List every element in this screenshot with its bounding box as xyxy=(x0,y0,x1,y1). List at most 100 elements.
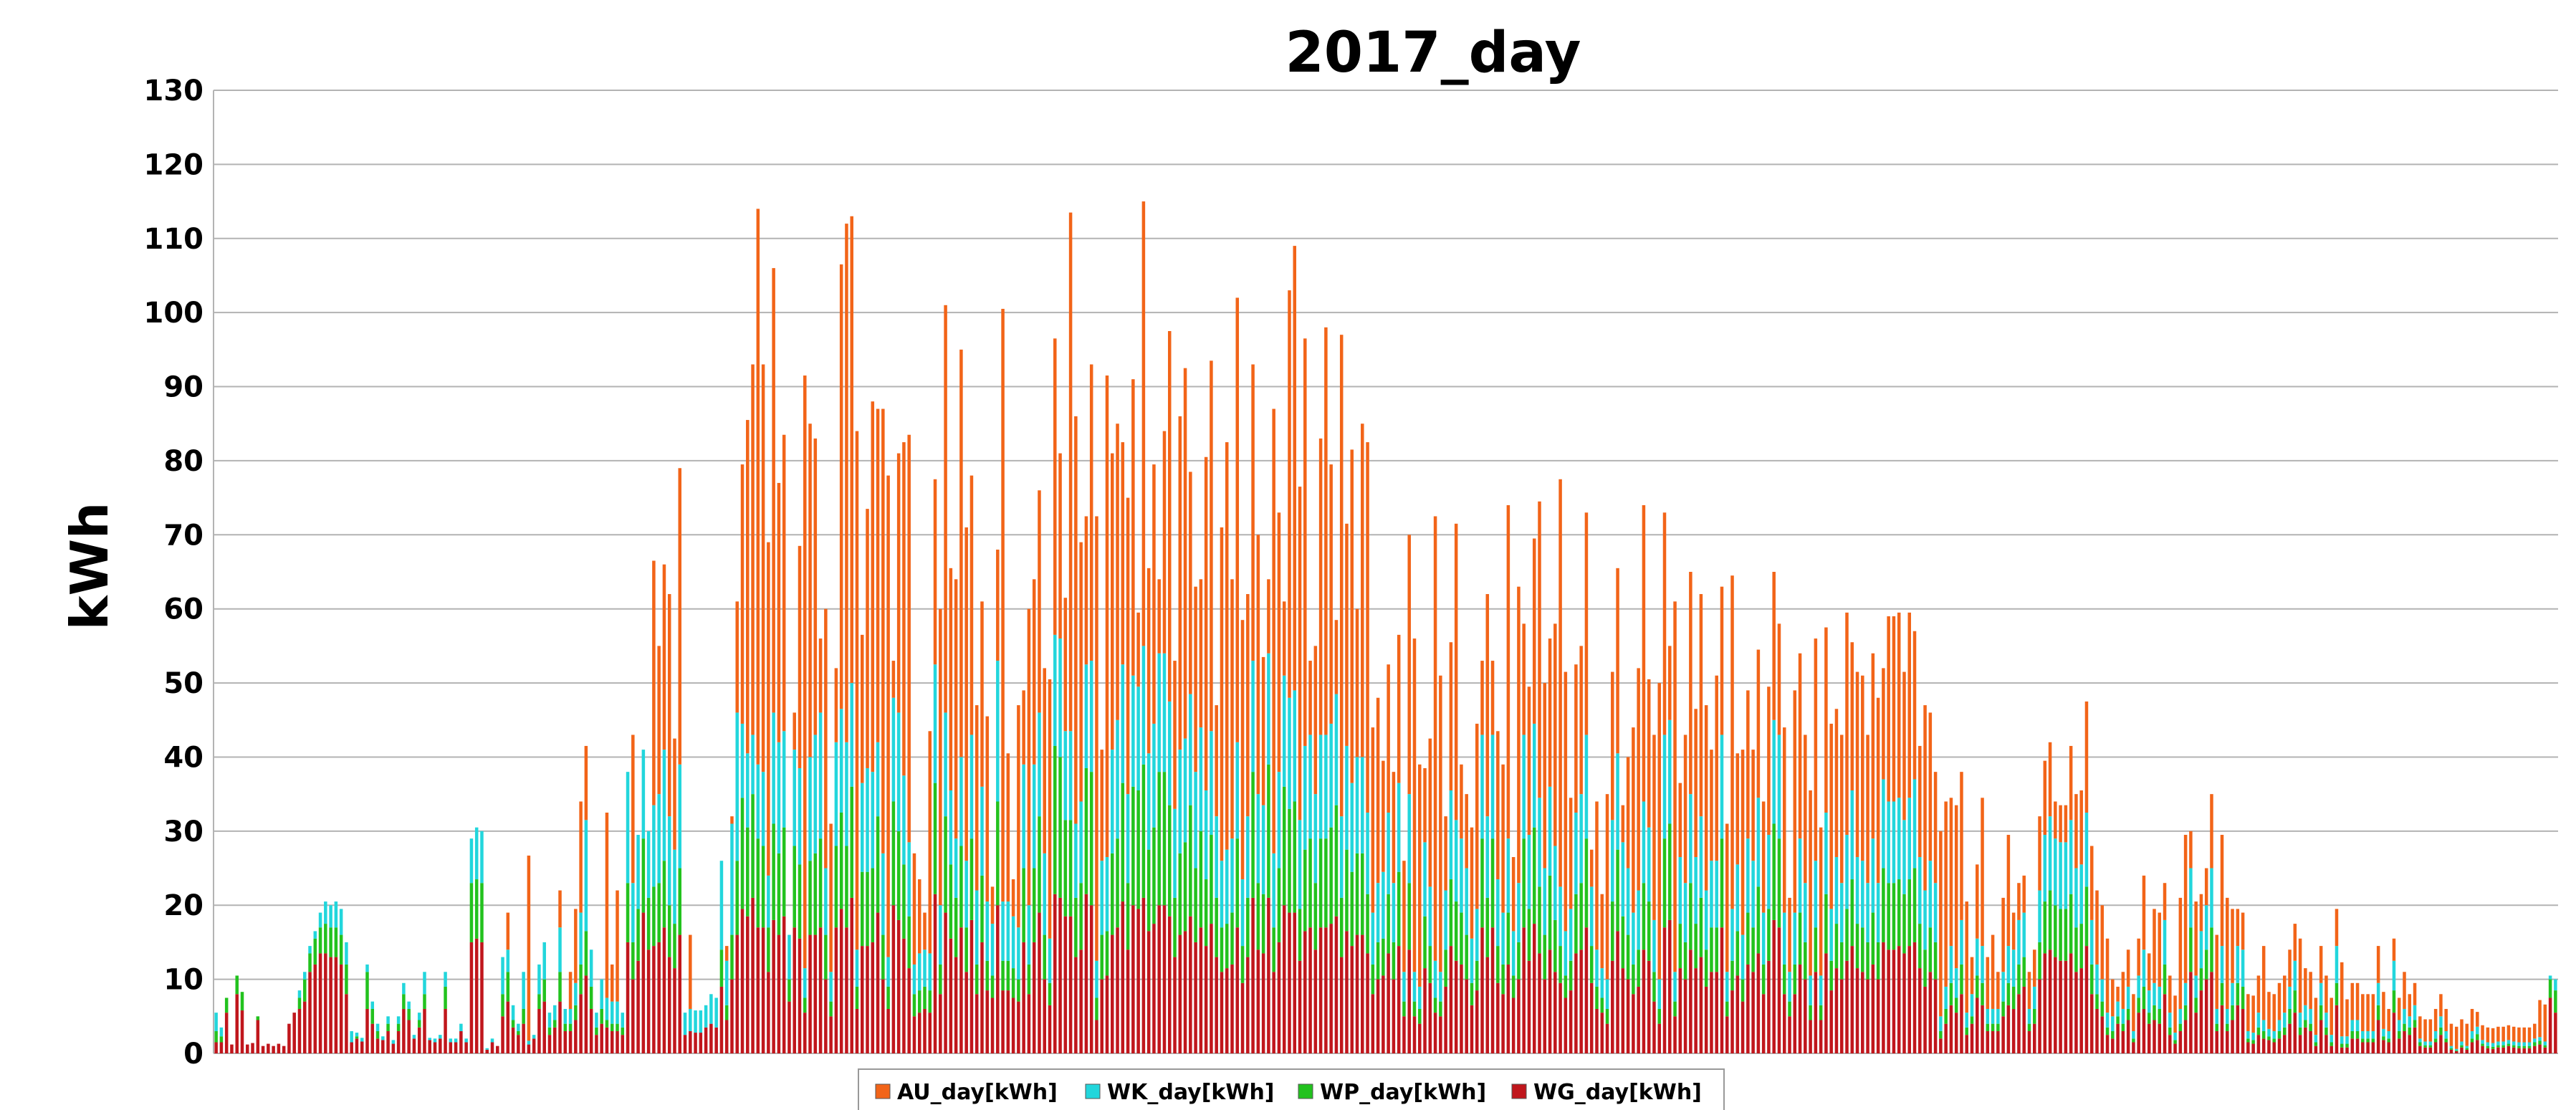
bar-wg-213 xyxy=(1318,927,1323,1053)
bar-wk-415 xyxy=(2371,1030,2375,1039)
chart-title: 2017_day xyxy=(1285,21,1581,85)
bar-wp-288 xyxy=(1710,927,1713,972)
bar-au-199 xyxy=(1246,594,1250,817)
bar-wk-48 xyxy=(459,1023,463,1031)
bar-au-141 xyxy=(944,305,947,713)
bar-wg-273 xyxy=(1632,994,1635,1053)
bar-wg-405 xyxy=(2319,1020,2323,1053)
bar-wk-157 xyxy=(1027,905,1031,965)
bar-au-328 xyxy=(1918,745,1922,858)
bar-au-410 xyxy=(2345,999,2349,1037)
bar-wp-129 xyxy=(881,934,885,980)
bar-wk-326 xyxy=(1907,798,1911,880)
bar-wg-155 xyxy=(1017,1001,1020,1053)
bar-wp-276 xyxy=(1647,901,1651,961)
bar-wp-409 xyxy=(2340,1043,2344,1048)
bar-wp-334 xyxy=(1949,982,1953,1005)
bar-wg-192 xyxy=(1210,924,1213,1053)
bar-wp-299 xyxy=(1767,909,1771,961)
bar-au-387 xyxy=(2226,897,2229,1009)
bar-wk-176 xyxy=(1126,794,1130,884)
bar-wk-217 xyxy=(1339,816,1344,898)
bar-wg-301 xyxy=(1777,927,1781,1053)
bar-wg-72 xyxy=(584,975,588,1053)
bar-au-100 xyxy=(730,816,734,824)
bar-au-324 xyxy=(1897,612,1901,798)
bar-wk-34 xyxy=(386,1016,390,1024)
bar-wp-439 xyxy=(2496,1045,2500,1048)
legend: AU_day[kWh] WK_day[kWh] WP_day[kWh] WG_day[… xyxy=(858,1068,1725,1110)
bar-wk-295 xyxy=(1746,838,1750,913)
bar-au-145 xyxy=(964,527,968,861)
bar-wg-326 xyxy=(1907,946,1911,1053)
bar-wg-449 xyxy=(2548,997,2552,1053)
bar-wk-72 xyxy=(584,820,588,932)
bar-wp-302 xyxy=(1782,964,1786,995)
bar-wk-200 xyxy=(1251,661,1255,772)
bar-wg-65 xyxy=(547,1035,552,1053)
bar-wp-181 xyxy=(1152,827,1156,924)
bar-wg-271 xyxy=(1621,968,1625,1053)
bar-wp-450 xyxy=(2554,990,2557,1013)
bar-wp-240 xyxy=(1460,912,1463,965)
bar-wk-224 xyxy=(1376,883,1380,942)
bar-wp-79 xyxy=(621,1027,625,1035)
bar-au-67 xyxy=(558,890,562,928)
bar-wp-59 xyxy=(517,1030,520,1035)
bar-wg-113 xyxy=(798,938,802,1053)
bar-au-185 xyxy=(1173,661,1177,809)
bar-wg-57 xyxy=(506,1001,510,1053)
bar-wk-387 xyxy=(2226,1008,2229,1024)
bar-wk-437 xyxy=(2486,1042,2490,1046)
bar-wk-320 xyxy=(1876,883,1880,942)
bar-wg-74 xyxy=(595,1035,598,1053)
bar-au-306 xyxy=(1804,735,1807,884)
bar-au-178 xyxy=(1136,612,1140,687)
bar-wk-275 xyxy=(1642,801,1646,884)
bar-au-174 xyxy=(1116,424,1119,720)
bar-wp-279 xyxy=(1662,838,1667,928)
bar-wk-145 xyxy=(964,861,968,928)
bar-wk-159 xyxy=(1038,712,1041,817)
bar-wk-409 xyxy=(2340,1036,2344,1044)
bar-au-99 xyxy=(724,946,729,961)
bar-wg-106 xyxy=(761,927,765,1053)
bar-au-296 xyxy=(1751,750,1755,861)
bar-wp-290 xyxy=(1720,838,1724,928)
bar-wg-180 xyxy=(1146,931,1151,1053)
bar-wp-226 xyxy=(1387,894,1390,954)
bar-wk-170 xyxy=(1095,960,1098,998)
bar-wp-404 xyxy=(2314,1042,2318,1046)
bar-wk-171 xyxy=(1100,861,1103,935)
bar-wg-178 xyxy=(1136,909,1140,1053)
bar-wk-58 xyxy=(511,1005,515,1020)
bar-au-223 xyxy=(1371,727,1375,913)
bar-wk-228 xyxy=(1397,783,1401,872)
bar-wg-204 xyxy=(1272,972,1275,1053)
bar-wk-434 xyxy=(2470,1030,2474,1039)
bar-wk-395 xyxy=(2267,1028,2271,1037)
bar-wk-173 xyxy=(1111,750,1114,853)
bar-wg-197 xyxy=(1235,927,1240,1053)
bar-wp-264 xyxy=(1584,838,1589,928)
bar-au-375 xyxy=(2163,883,2167,920)
bar-wp-441 xyxy=(2506,1043,2511,1046)
bar-au-373 xyxy=(2153,909,2156,983)
bar-wk-76 xyxy=(605,997,609,1020)
bar-wp-188 xyxy=(1189,805,1192,917)
bar-wg-315 xyxy=(1850,946,1854,1053)
bar-wk-378 xyxy=(2178,1008,2183,1024)
bar-wg-274 xyxy=(1637,986,1640,1053)
bar-wg-122 xyxy=(845,927,848,1053)
bar-wg-401 xyxy=(2298,1035,2302,1053)
bar-wg-257 xyxy=(1548,949,1552,1053)
bar-wk-288 xyxy=(1710,861,1713,928)
bar-au-72 xyxy=(584,745,588,820)
bar-wp-60 xyxy=(522,1008,525,1024)
bar-wg-368 xyxy=(2126,1020,2130,1053)
bar-wk-278 xyxy=(1657,979,1661,1009)
bar-wk-184 xyxy=(1167,701,1172,805)
bar-wp-402 xyxy=(2304,1020,2307,1028)
bar-wg-420 xyxy=(2397,1038,2401,1053)
bar-wg-255 xyxy=(1538,953,1541,1053)
